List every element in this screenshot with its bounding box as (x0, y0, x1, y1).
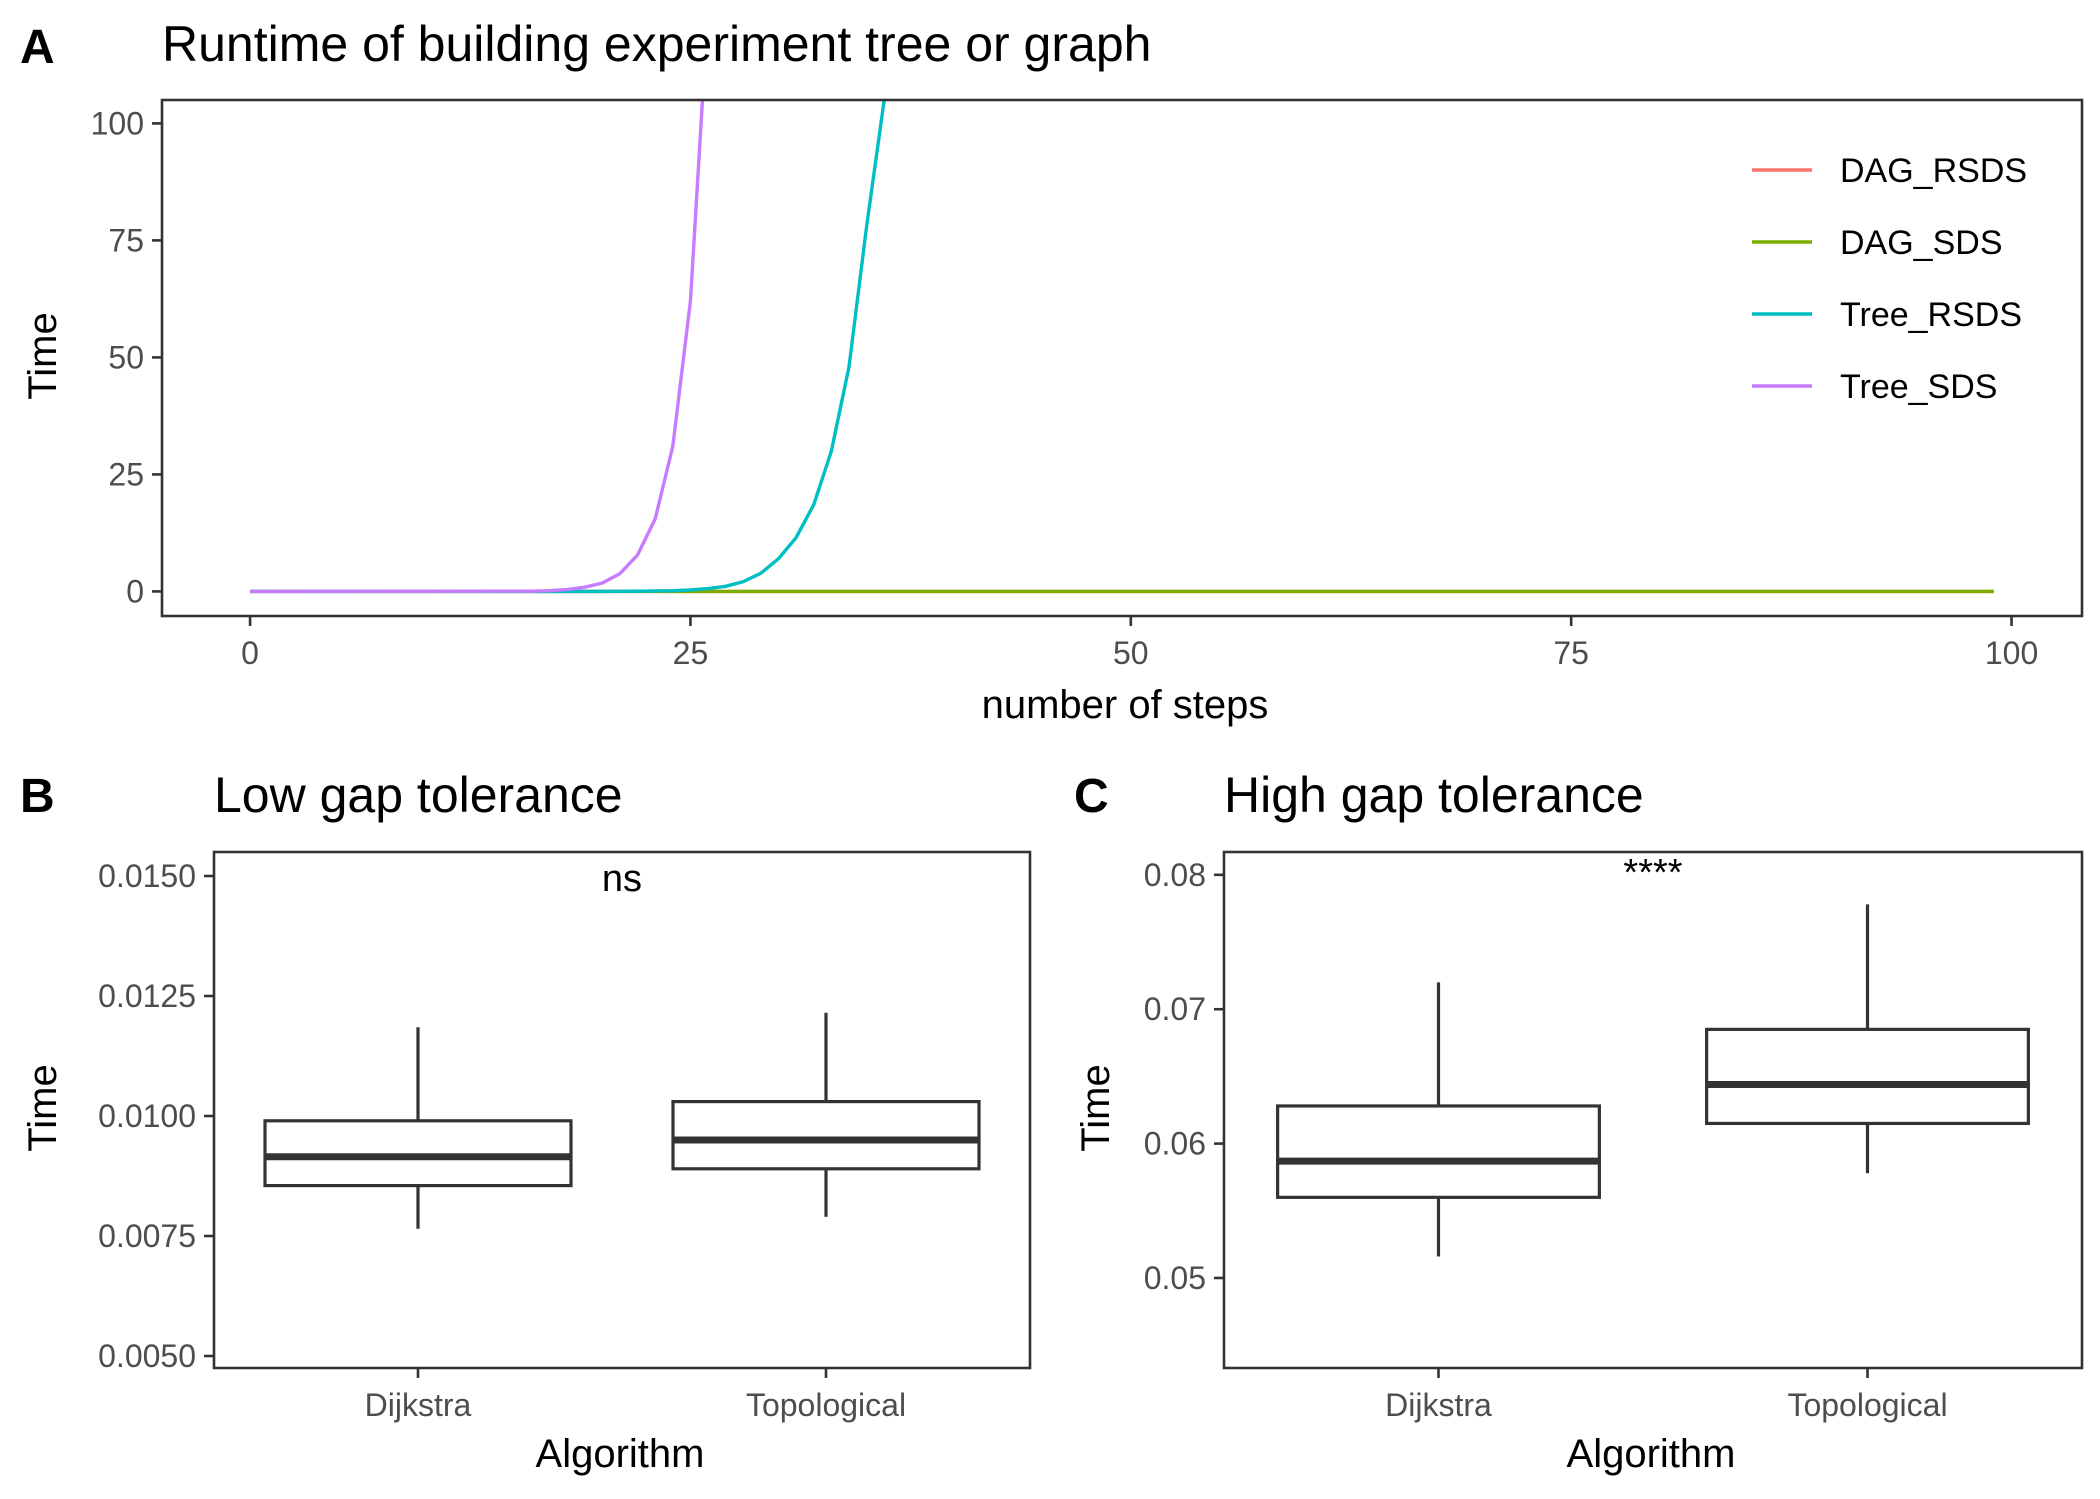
x-tick-label: Topological (1787, 1387, 1947, 1423)
iqr-box (263, 1119, 573, 1188)
x-tick-label: 0 (241, 635, 259, 671)
panel-b-box-topological (671, 1012, 981, 1217)
panel-c-frame (1222, 850, 2084, 1370)
panel-c-title: High gap tolerance (1224, 767, 1644, 823)
panel-tag-b: B (20, 770, 55, 823)
x-tick-label: Dijkstra (1385, 1387, 1492, 1423)
panel-c-box-topological (1705, 904, 2030, 1174)
y-tick-label: 0.07 (1144, 991, 1206, 1027)
y-tick-label: 0.0125 (98, 978, 196, 1014)
y-tick-label: 0.0100 (98, 1098, 196, 1134)
panel-c-plot: Dijkstra Topological 0.05 0.06 0.07 0.08 **** (1144, 850, 2084, 1423)
iqr-box (671, 1099, 981, 1171)
y-tick-label: 0.06 (1144, 1126, 1206, 1162)
x-tick-label: 25 (673, 635, 709, 671)
panel-c-significance-label: **** (1623, 852, 1682, 894)
legend-label: DAG_SDS (1840, 224, 2003, 262)
panel-a-lines (250, 100, 1994, 594)
panel-c-ylabel: Time (1074, 1064, 1118, 1151)
panel-c-box-dijkstra (1276, 982, 1601, 1257)
series-line-tree-rsds (250, 100, 887, 594)
y-tick-label: 25 (108, 456, 144, 492)
panel-a-frame (160, 98, 2084, 618)
y-tick-label: 0.0050 (98, 1338, 196, 1374)
x-tick-label: 75 (1553, 635, 1589, 671)
y-tick-label: 0.0075 (98, 1218, 196, 1254)
series-line-tree-sds (250, 100, 705, 594)
y-tick-label: 0 (126, 573, 144, 609)
legend-label: Tree_RSDS (1840, 296, 2022, 334)
x-tick-label: 100 (1985, 635, 2038, 671)
iqr-box (1705, 1027, 2030, 1126)
y-tick-label: 75 (108, 222, 144, 258)
panel-b-title: Low gap tolerance (214, 767, 623, 823)
panel-b-plot: Dijkstra Topological 0.0050 0.0075 0.0100 0.0… (98, 850, 1032, 1423)
y-tick-label: 100 (91, 105, 144, 141)
x-tick-label: Dijkstra (365, 1387, 472, 1423)
y-tick-label: 0.0150 (98, 858, 196, 894)
panel-a-title: Runtime of building experiment tree or g… (162, 16, 1151, 72)
panel-c-xlabel: Algorithm (1567, 1432, 1736, 1476)
panel-b-box-dijkstra (263, 1027, 573, 1229)
panel-tag-c: C (1074, 770, 1109, 823)
y-tick-label: 0.08 (1144, 857, 1206, 893)
panel-b-ylabel: Time (21, 1064, 65, 1151)
legend-label: DAG_RSDS (1840, 152, 2027, 190)
x-tick-label: 50 (1113, 635, 1149, 671)
panel-a-plot: 0 25 50 75 100 0 25 50 75 100 DAG_RSDS DAG_SDS Tree_… (91, 98, 2084, 671)
panel-a-xlabel: number of steps (982, 683, 1269, 727)
panel-b-frame (212, 850, 1032, 1370)
legend-label: Tree_SDS (1840, 368, 1997, 406)
legend: DAG_RSDS DAG_SDS Tree_RSDS Tree_SDS (1752, 152, 2027, 406)
iqr-box (1276, 1104, 1601, 1199)
y-tick-label: 0.05 (1144, 1260, 1206, 1296)
panel-b-significance-label: ns (602, 858, 642, 900)
panel-a-ylabel: Time (21, 312, 65, 399)
panel-tag-a: A (20, 21, 55, 74)
x-tick-label: Topological (746, 1387, 906, 1423)
y-tick-label: 50 (108, 339, 144, 375)
panel-b-xlabel: Algorithm (536, 1432, 705, 1476)
